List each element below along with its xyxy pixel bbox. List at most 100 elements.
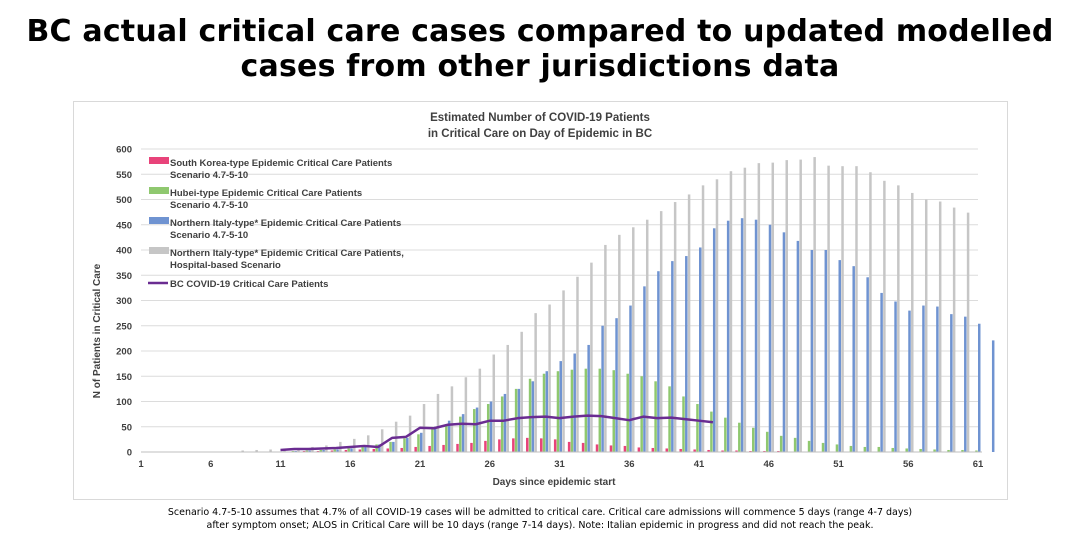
bar-italy	[308, 450, 311, 452]
bar-hubei	[375, 444, 378, 452]
y-tick-label: 300	[116, 296, 132, 307]
bar-hubei	[403, 438, 406, 452]
bar-hubei	[389, 441, 392, 452]
bar-hubei	[835, 444, 839, 452]
x-axis-tick-labels: 1 6 11 16 21 26 31 36 41 46 51 56 61	[138, 459, 984, 470]
bar-hubei	[682, 396, 685, 452]
bar-south_korea	[358, 449, 362, 452]
bar-hubei	[975, 450, 978, 452]
bar-italy_hospital	[604, 244, 607, 452]
bc-line-layer	[280, 414, 714, 452]
y-tick-label: 450	[116, 220, 132, 231]
bar-hubei	[500, 396, 504, 452]
legend-swatch-italy_hospital	[149, 247, 169, 254]
bar-south_korea	[665, 448, 669, 452]
bar-italy_hospital	[729, 171, 733, 452]
bar-south_korea	[442, 444, 445, 452]
bar-italy	[489, 401, 493, 452]
series-line-bc	[280, 414, 714, 452]
bar-italy	[908, 310, 911, 452]
bar-italy_hospital	[883, 180, 886, 452]
bar-italy	[894, 301, 897, 452]
bar-south_korea	[484, 440, 487, 452]
bar-hubei	[640, 376, 643, 452]
x-tick-label: 6	[208, 459, 213, 470]
bar-italy	[880, 292, 883, 452]
bar-italy_hospital	[576, 276, 579, 452]
y-tick-label: 550	[116, 170, 132, 181]
bar-italy	[726, 220, 730, 452]
bar-south_korea	[498, 439, 501, 453]
bar-south_korea	[428, 445, 431, 452]
bar-south_korea	[609, 445, 613, 452]
bar-south_korea	[595, 444, 599, 452]
bar-italy_hospital	[841, 166, 844, 453]
bar-italy	[294, 450, 297, 452]
bar-italy	[740, 218, 744, 452]
bar-hubei	[486, 404, 490, 452]
bar-italy_hospital	[645, 219, 649, 452]
bar-italy	[991, 340, 995, 452]
bar-italy	[866, 277, 869, 452]
bar-italy_hospital	[897, 185, 900, 453]
bar-south_korea	[763, 450, 766, 452]
bar-italy_hospital	[478, 368, 482, 452]
legend-label: Northern Italy-type* Epidemic Critical C…	[170, 248, 404, 259]
legend-label: BC COVID-19 Critical Care Patients	[170, 279, 328, 290]
bar-south_korea	[302, 450, 306, 452]
legend: South Korea-type Epidemic Critical Care …	[148, 157, 404, 290]
bar-italy_hospital	[827, 165, 830, 453]
x-tick-label: 16	[345, 459, 356, 470]
bar-italy_hospital	[799, 159, 802, 453]
bar-italy	[503, 393, 507, 452]
y-tick-label: 350	[116, 271, 132, 282]
legend-label-line-2: Scenario 4.7-5-10	[170, 170, 248, 181]
bar-south_korea	[623, 445, 627, 452]
bar-hubei	[779, 435, 783, 452]
bar-italy_hospital	[911, 192, 914, 452]
bar-italy_hospital	[380, 429, 384, 452]
bar-hubei	[919, 448, 922, 452]
y-axis-tick-labels: 0 50 100 150 200 250 300 350 400 450 500 550 600	[116, 145, 132, 459]
bar-italy_hospital	[659, 211, 663, 452]
x-tick-label: 36	[624, 459, 635, 470]
bar-italy	[964, 316, 967, 452]
bar-italy	[433, 426, 437, 452]
bar-italy	[336, 449, 339, 452]
bar-italy	[517, 388, 521, 453]
bar-hubei	[347, 448, 350, 452]
y-tick-label: 50	[121, 422, 132, 433]
bar-italy_hospital	[701, 185, 705, 453]
bar-italy	[671, 261, 674, 452]
bar-italy	[406, 437, 409, 452]
x-tick-label: 26	[484, 459, 495, 470]
bar-italy	[699, 247, 702, 452]
x-tick-label: 41	[694, 459, 705, 470]
bar-italy_hospital	[562, 290, 565, 452]
y-tick-label: 0	[127, 448, 132, 459]
bar-italy	[475, 407, 479, 452]
bar-hubei	[626, 373, 629, 452]
bar-south_korea	[637, 447, 641, 452]
legend-label: Northern Italy-type* Epidemic Critical C…	[170, 218, 401, 229]
bar-italy	[824, 250, 828, 452]
bar-hubei	[556, 371, 560, 452]
bar-hubei	[291, 450, 295, 452]
bar-south_korea	[651, 447, 655, 452]
bar-italy	[810, 250, 814, 452]
bar-italy	[350, 448, 353, 452]
bar-south_korea	[693, 449, 696, 452]
bar-south_korea	[539, 438, 543, 452]
bar-italy_hospital	[534, 313, 537, 453]
bar-italy_hospital	[618, 234, 621, 452]
bar-italy_hospital	[952, 207, 956, 452]
bar-south_korea	[414, 446, 417, 452]
bar-south_korea	[386, 448, 390, 452]
bar-italy_hospital	[241, 450, 244, 452]
bar-south_korea	[581, 442, 585, 452]
bar-hubei	[863, 446, 867, 452]
bar-hubei	[598, 368, 602, 452]
bar-hubei	[696, 404, 699, 452]
bar-south_korea	[679, 448, 682, 452]
bar-hubei	[542, 373, 546, 452]
